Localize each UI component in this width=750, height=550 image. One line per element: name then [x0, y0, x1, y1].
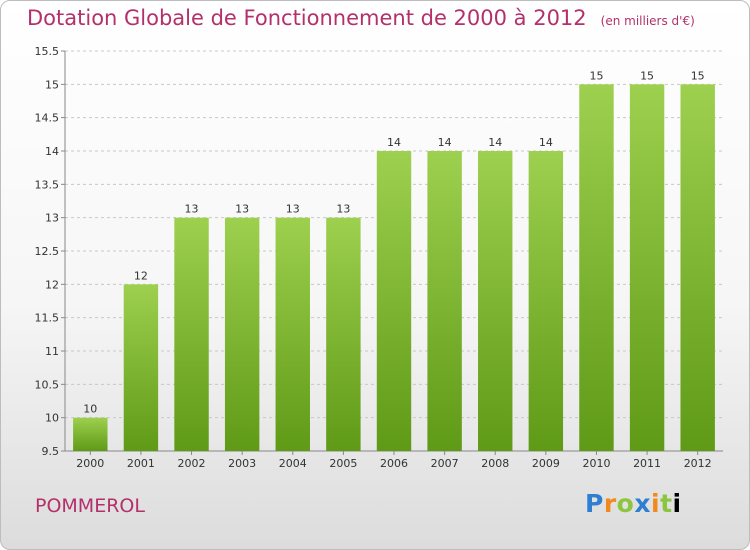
- data-label: 13: [185, 203, 199, 216]
- data-label: 13: [286, 203, 300, 216]
- chart-title: Dotation Globale de Fonctionnement de 20…: [27, 6, 587, 30]
- x-tick-label: 2000: [76, 457, 104, 470]
- y-tick-label: 11.5: [35, 312, 60, 325]
- data-label: 14: [488, 136, 502, 149]
- town-name: POMMEROL: [35, 495, 145, 517]
- x-tick-label: 2010: [582, 457, 610, 470]
- y-tick-label: 15.5: [35, 45, 60, 58]
- x-tick-label: 2006: [380, 457, 408, 470]
- bar: [579, 84, 614, 451]
- x-tick-label: 2003: [228, 457, 256, 470]
- data-label: 14: [539, 136, 553, 149]
- x-tick-label: 2005: [329, 457, 357, 470]
- x-tick-label: 2007: [431, 457, 459, 470]
- x-tick-label: 2008: [481, 457, 509, 470]
- y-tick-label: 13.5: [35, 178, 60, 191]
- y-tick-label: 13: [45, 212, 59, 225]
- bar: [275, 217, 310, 451]
- y-tick-label: 10.5: [35, 378, 60, 391]
- data-label: 14: [438, 136, 452, 149]
- y-tick-label: 9.5: [42, 445, 60, 458]
- bar: [174, 217, 209, 451]
- y-tick-label: 12: [45, 278, 59, 291]
- data-label: 13: [336, 203, 350, 216]
- y-tick-label: 15: [45, 78, 59, 91]
- bar: [528, 151, 564, 451]
- bar: [224, 217, 260, 451]
- data-label: 12: [134, 269, 148, 282]
- data-label: 15: [640, 69, 654, 82]
- x-tick-label: 2002: [178, 457, 206, 470]
- x-tick-label: 2009: [532, 457, 560, 470]
- chart-header: Dotation Globale de Fonctionnement de 20…: [27, 6, 695, 30]
- y-tick-label: 11: [45, 345, 59, 358]
- bar: [478, 151, 513, 451]
- data-label: 15: [589, 69, 603, 82]
- bar: [376, 151, 412, 451]
- y-tick-label: 14: [45, 145, 59, 158]
- data-label: 10: [83, 403, 97, 416]
- x-tick-label: 2004: [279, 457, 307, 470]
- y-tick-label: 12.5: [35, 245, 60, 258]
- y-tick-label: 10: [45, 412, 59, 425]
- proxiti-logo: Proxiti: [585, 489, 682, 518]
- bar: [629, 84, 665, 451]
- data-label: 14: [387, 136, 401, 149]
- bar: [123, 284, 159, 451]
- data-label: 13: [235, 203, 249, 216]
- y-tick-label: 14.5: [35, 112, 60, 125]
- x-tick-label: 2001: [127, 457, 155, 470]
- bar: [326, 217, 361, 451]
- data-label: 15: [691, 69, 705, 82]
- x-tick-label: 2012: [684, 457, 712, 470]
- chart-unit: (en milliers d'€): [600, 14, 695, 28]
- x-tick-label: 2011: [633, 457, 661, 470]
- bar: [427, 151, 462, 451]
- bar: [680, 84, 715, 451]
- bar: [73, 417, 108, 451]
